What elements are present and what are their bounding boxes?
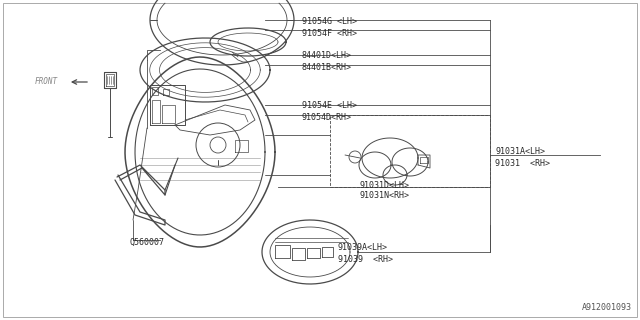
Text: 91031D<LH>: 91031D<LH> [360,180,410,189]
Text: 91054F <RH>: 91054F <RH> [302,28,357,37]
Text: 91054D<RH>: 91054D<RH> [302,114,352,123]
Text: 91031A<LH>: 91031A<LH> [495,148,545,156]
Text: A912001093: A912001093 [582,303,632,312]
Text: Q560007: Q560007 [130,237,165,246]
Text: 91031N<RH>: 91031N<RH> [360,191,410,201]
Text: FRONT: FRONT [35,77,58,86]
Text: 91054G <LH>: 91054G <LH> [302,17,357,26]
Text: 91039  <RH>: 91039 <RH> [338,255,393,265]
Text: 84401D<LH>: 84401D<LH> [302,52,352,60]
Text: 84401B<RH>: 84401B<RH> [302,63,352,73]
Text: 91031  <RH>: 91031 <RH> [495,158,550,167]
Text: 91054E <LH>: 91054E <LH> [302,101,357,110]
Text: 91039A<LH>: 91039A<LH> [338,244,388,252]
